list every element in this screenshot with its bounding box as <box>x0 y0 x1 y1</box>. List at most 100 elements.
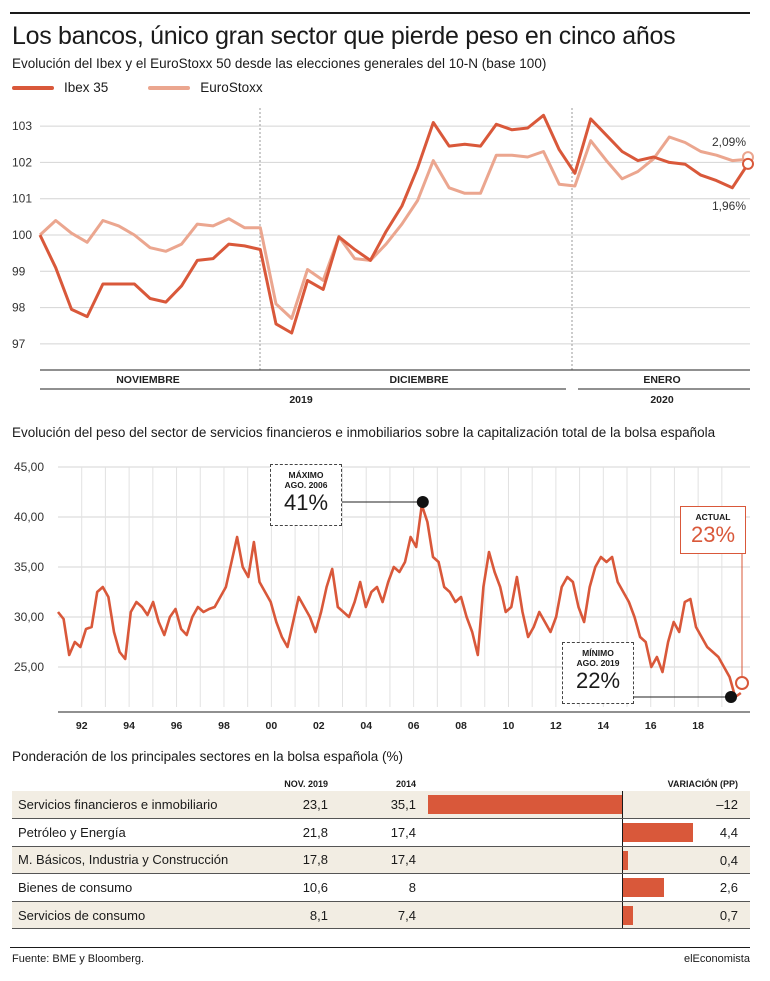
page-title: Los bancos, único gran sector que pierde… <box>12 22 676 50</box>
chart1-series-line-eurostoxx <box>38 135 749 320</box>
chart2-xtick-label: 04 <box>360 720 372 732</box>
variation-zero-line <box>622 819 623 846</box>
min-callout-date: AGO. 2019 <box>576 658 620 668</box>
chart1-end-label-eurostoxx: 2,09% <box>712 135 746 149</box>
variation-zero-line <box>622 874 623 901</box>
source-note: Fuente: BME y Bloomberg. <box>12 953 145 965</box>
chart2-xtick-label: 92 <box>76 720 88 732</box>
chart1-ytick-label: 98 <box>12 301 26 315</box>
sector-name: Servicios de consumo <box>12 901 248 930</box>
variation-bar <box>622 850 629 870</box>
chart1-ytick-label: 97 <box>12 337 26 351</box>
current-callout-value: 23% <box>690 522 736 547</box>
legend-item-eurostoxx: EuroStoxx <box>148 80 263 95</box>
chart1-year-label: 2020 <box>650 394 674 406</box>
max-callout-label: MÁXIMO <box>288 470 324 480</box>
chart2-xtick-label: 94 <box>123 720 135 732</box>
variation-bar <box>622 878 665 898</box>
max-point-marker <box>416 496 429 508</box>
table-row: Servicios financieros e inmobiliario 23,1… <box>12 791 750 820</box>
top-rule <box>10 12 750 14</box>
table-row: M. Básicos, Industria y Construcción 17,8… <box>12 846 750 875</box>
variation-cell: 0,7 <box>424 901 750 930</box>
min-point-marker <box>725 691 737 703</box>
chart2-title: Evolución del peso del sector de servici… <box>12 425 716 440</box>
value-2014: 17,4 <box>336 846 424 875</box>
legend-item-ibex: Ibex 35 <box>12 80 108 95</box>
variation-bar <box>622 823 694 843</box>
current-callout: ACTUAL 23% <box>680 506 746 554</box>
min-callout: MÍNIMO AGO. 2019 22% <box>562 642 634 704</box>
variation-value: 4,4 <box>719 825 738 841</box>
chart1-month-label: NOVIEMBRE <box>116 374 180 386</box>
variation-value: –12 <box>716 797 738 812</box>
value-nov2019: 10,6 <box>248 873 336 902</box>
table-row: Servicios de consumo 8,1 7,4 0,7 <box>12 901 750 930</box>
brand-label: elEconomista <box>683 953 750 965</box>
chart1-subtitle: Evolución del Ibex y el EuroStoxx 50 des… <box>12 56 547 71</box>
variation-value: 2,6 <box>719 880 738 896</box>
chart2-xtick-label: 08 <box>455 720 467 732</box>
max-callout-value: 41% <box>283 490 329 515</box>
sector-name: M. Básicos, Industria y Construcción <box>12 846 248 875</box>
variation-zero-line <box>622 791 623 819</box>
weighting-table: NOV. 2019 2014 VARIACIÓN (PP) Servicios … <box>12 778 750 930</box>
chart1-legend: Ibex 35 EuroStoxx <box>12 80 289 95</box>
value-nov2019: 17,8 <box>248 846 336 875</box>
chart2-ytick-label: 45,00 <box>14 460 44 474</box>
variation-zero-line <box>622 901 623 929</box>
chart2-ytick-label: 35,00 <box>14 560 44 574</box>
min-callout-value: 22% <box>575 668 621 693</box>
chart1-ytick-label: 101 <box>12 192 32 206</box>
col-header-nov2019: NOV. 2019 <box>284 779 328 789</box>
legend-label-ibex: Ibex 35 <box>64 80 109 95</box>
value-2014: 17,4 <box>336 818 424 847</box>
chart2-xtick-label: 02 <box>313 720 325 732</box>
table-row: Bienes de consumo 10,6 8 2,6 <box>12 873 750 902</box>
sector-name: Servicios financieros e inmobiliario <box>12 791 248 820</box>
chart2-xtick-label: 96 <box>171 720 183 732</box>
max-callout-date: AGO. 2006 <box>284 480 328 490</box>
chart2-xtick-label: 98 <box>218 720 230 732</box>
chart3-title: Ponderación de los principales sectores … <box>12 749 403 764</box>
variation-value: 0,7 <box>719 907 738 923</box>
variation-value: 0,4 <box>719 852 738 868</box>
col-header-sector <box>12 778 248 791</box>
legend-label-eurostoxx: EuroStoxx <box>200 80 263 95</box>
chart1-ytick-label: 103 <box>12 119 32 133</box>
value-2014: 35,1 <box>336 791 424 820</box>
chart2-ytick-label: 30,00 <box>14 610 44 624</box>
value-2014: 8 <box>336 873 424 902</box>
chart2-ytick-label: 40,00 <box>14 510 44 524</box>
value-nov2019: 23,1 <box>248 791 336 820</box>
col-header-variacion: VARIACIÓN (PP) <box>667 779 738 789</box>
variation-bar <box>622 905 634 925</box>
chart2-xtick-label: 06 <box>408 720 420 732</box>
variation-cell: 2,6 <box>424 873 750 902</box>
chart2-series-line <box>56 503 742 699</box>
chart2-xtick-label: 00 <box>266 720 278 732</box>
current-point-marker <box>735 676 749 690</box>
chart1-end-point-ibex <box>742 157 754 170</box>
chart1-end-label-ibex: 1,96% <box>712 199 746 213</box>
chart2-xtick-label: 10 <box>503 720 515 732</box>
chart2-xtick-label: 18 <box>692 720 704 732</box>
variation-bar <box>428 795 622 814</box>
chart1-ytick-label: 100 <box>12 228 32 242</box>
chart1-ytick-label: 102 <box>12 155 32 169</box>
chart2-xtick-label: 14 <box>597 720 609 732</box>
min-callout-label: MÍNIMO <box>582 648 614 658</box>
variation-zero-line <box>622 846 623 874</box>
sector-name: Petróleo y Energía <box>12 818 248 847</box>
chart2-xtick-label: 16 <box>645 720 657 732</box>
current-callout-label: ACTUAL <box>695 512 731 522</box>
chart1-month-label: DICIEMBRE <box>390 374 449 386</box>
legend-swatch-ibex <box>12 85 54 90</box>
sector-name: Bienes de consumo <box>12 873 248 902</box>
legend-swatch-eurostoxx <box>148 85 191 90</box>
variation-cell: –12 <box>424 791 750 820</box>
col-header-2014: 2014 <box>395 779 416 789</box>
chart1-month-label: ENERO <box>643 374 680 386</box>
chart1-year-label: 2019 <box>289 394 313 406</box>
value-nov2019: 21,8 <box>248 818 336 847</box>
